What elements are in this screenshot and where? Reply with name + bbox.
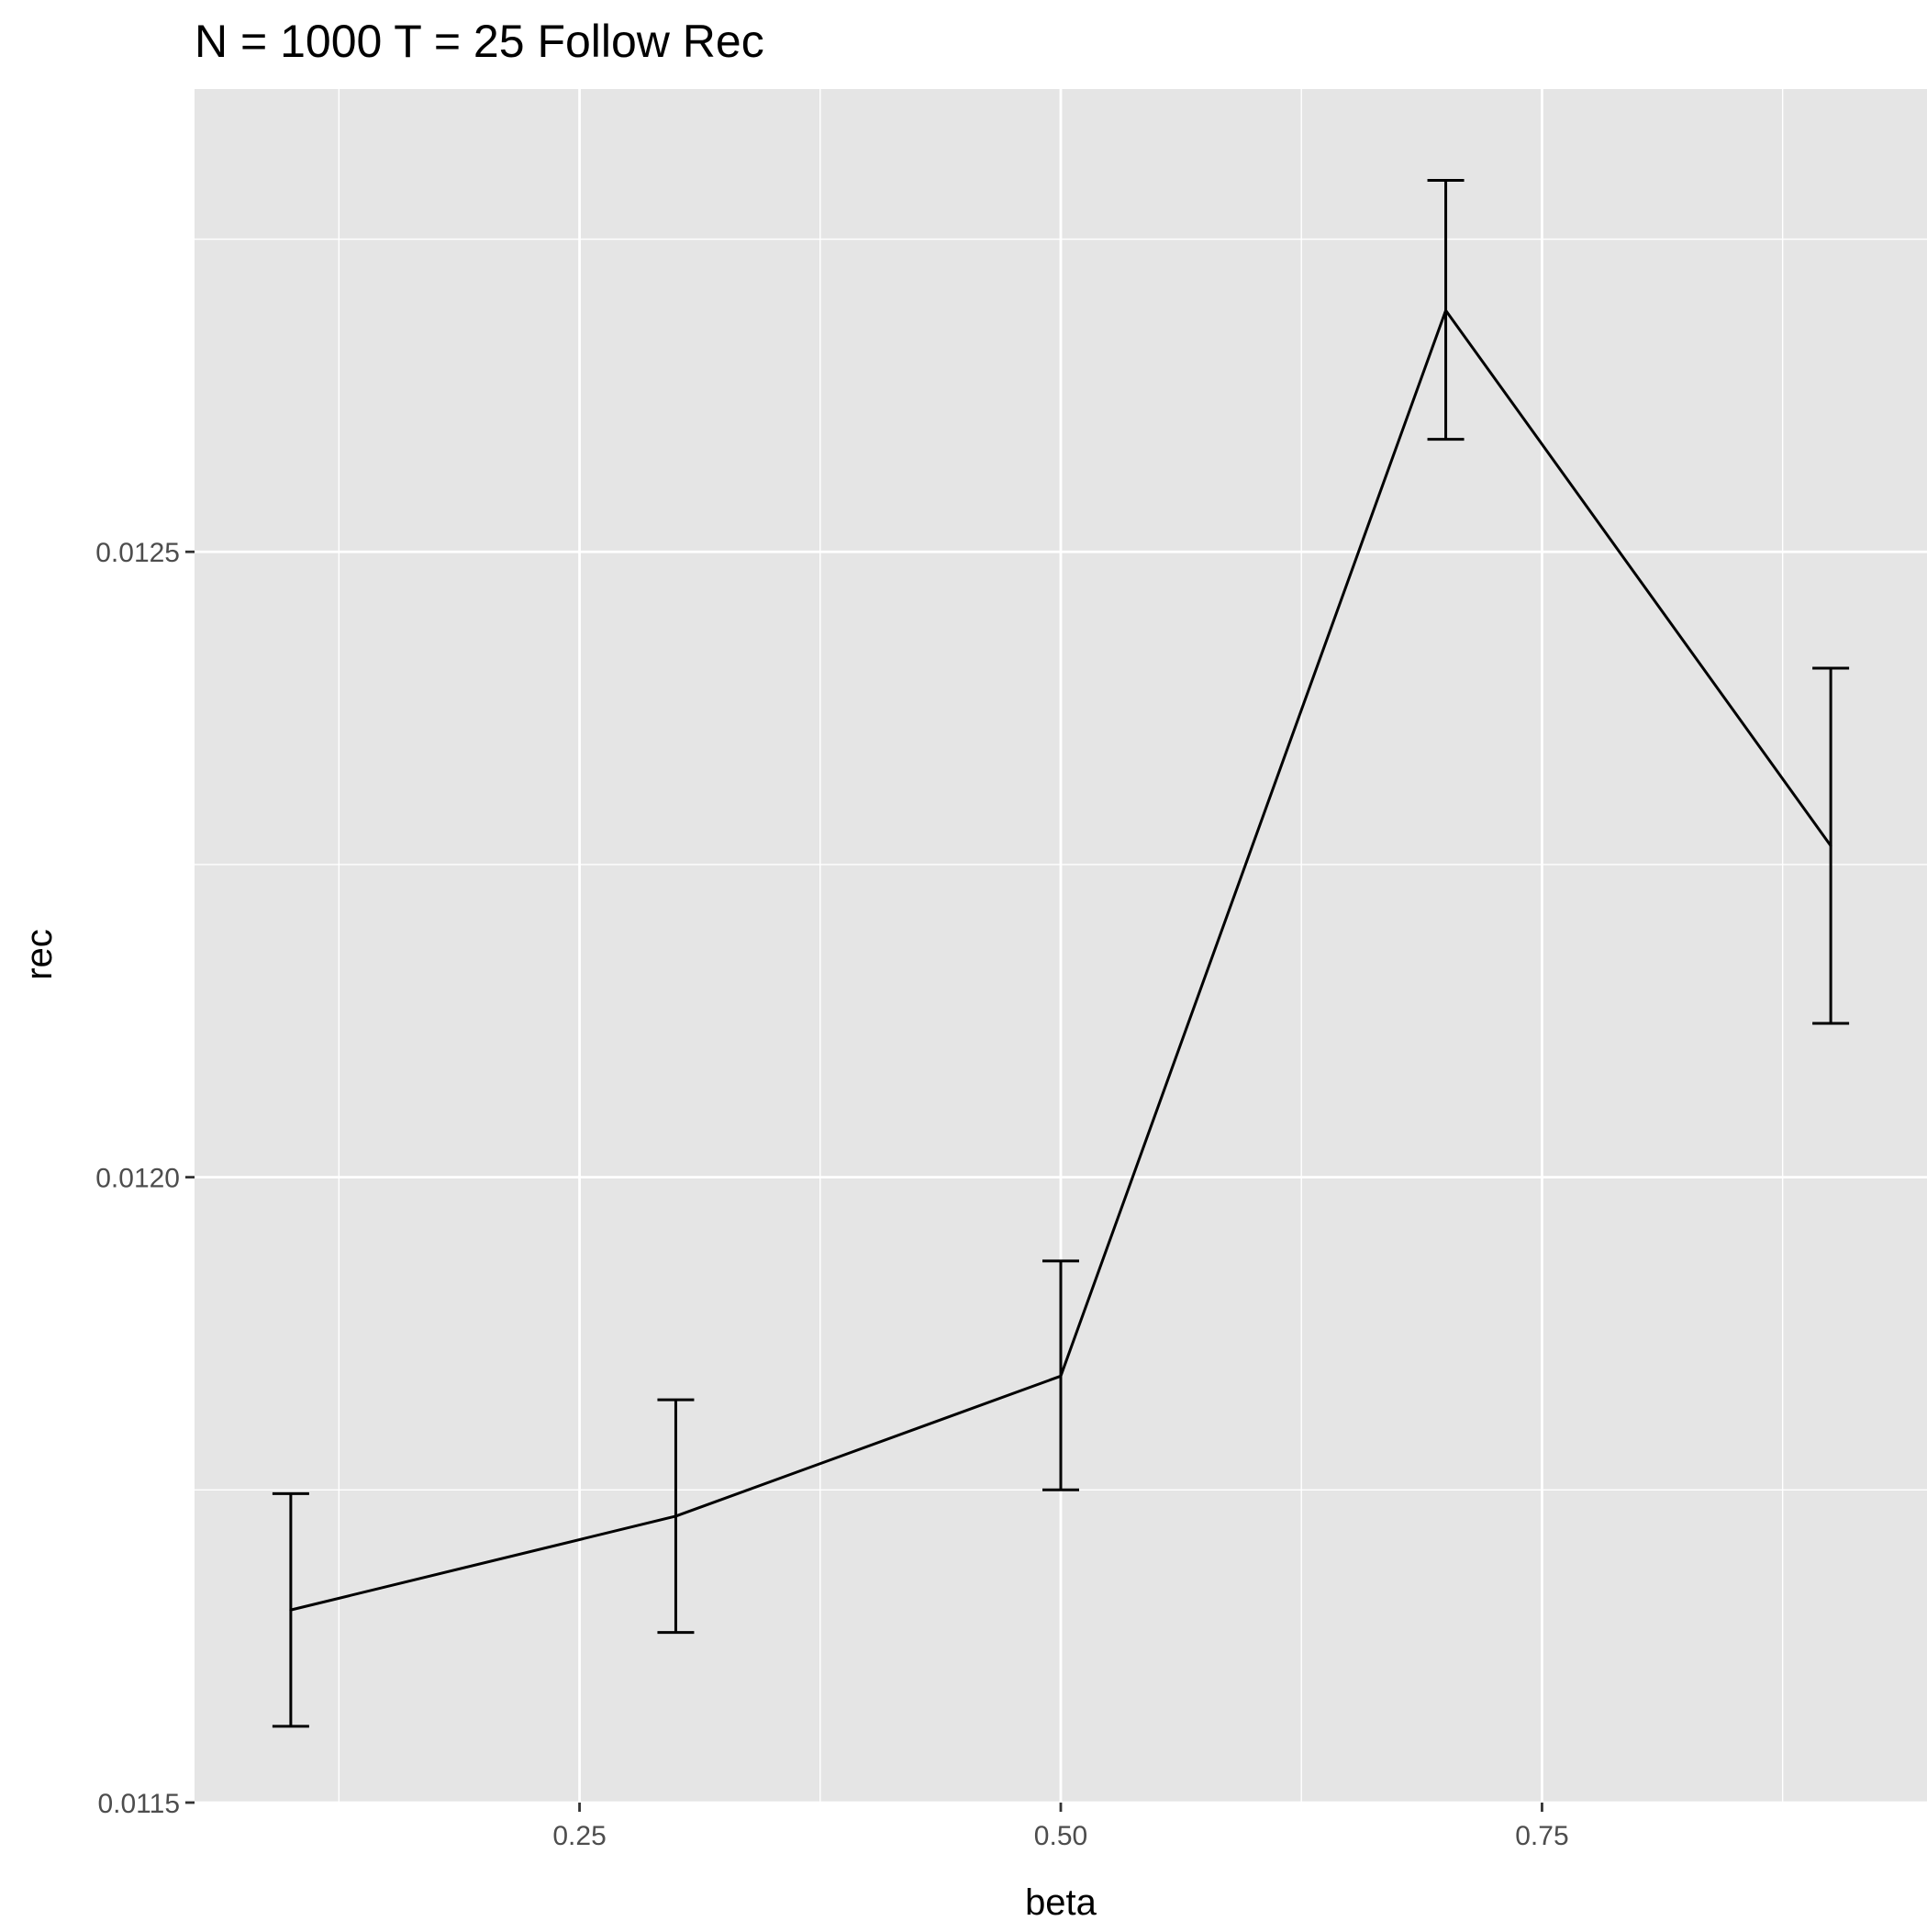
- x-tick-label: 0.50: [1034, 1821, 1087, 1851]
- y-tick-label: 0.0125: [95, 538, 180, 568]
- data-point: [1059, 1374, 1063, 1378]
- data-point: [674, 1514, 677, 1518]
- y-axis-title: rec: [19, 929, 60, 980]
- x-tick-label: 0.25: [552, 1821, 606, 1851]
- y-axis: 0.0115 0.0120 0.0125: [95, 538, 195, 1819]
- x-tick-label: 0.75: [1515, 1821, 1568, 1851]
- data-point: [1829, 843, 1832, 847]
- chart-title: N = 1000 T = 25 Follow Rec: [195, 16, 764, 67]
- series-layer: [289, 308, 1832, 1612]
- data-point: [1444, 308, 1448, 312]
- y-tick-label: 0.0115: [97, 1789, 180, 1819]
- x-axis-title: beta: [1025, 1882, 1097, 1923]
- data-point: [289, 1608, 293, 1612]
- y-tick-label: 0.0120: [95, 1164, 180, 1194]
- x-axis: 0.25 0.50 0.75: [552, 1803, 1569, 1851]
